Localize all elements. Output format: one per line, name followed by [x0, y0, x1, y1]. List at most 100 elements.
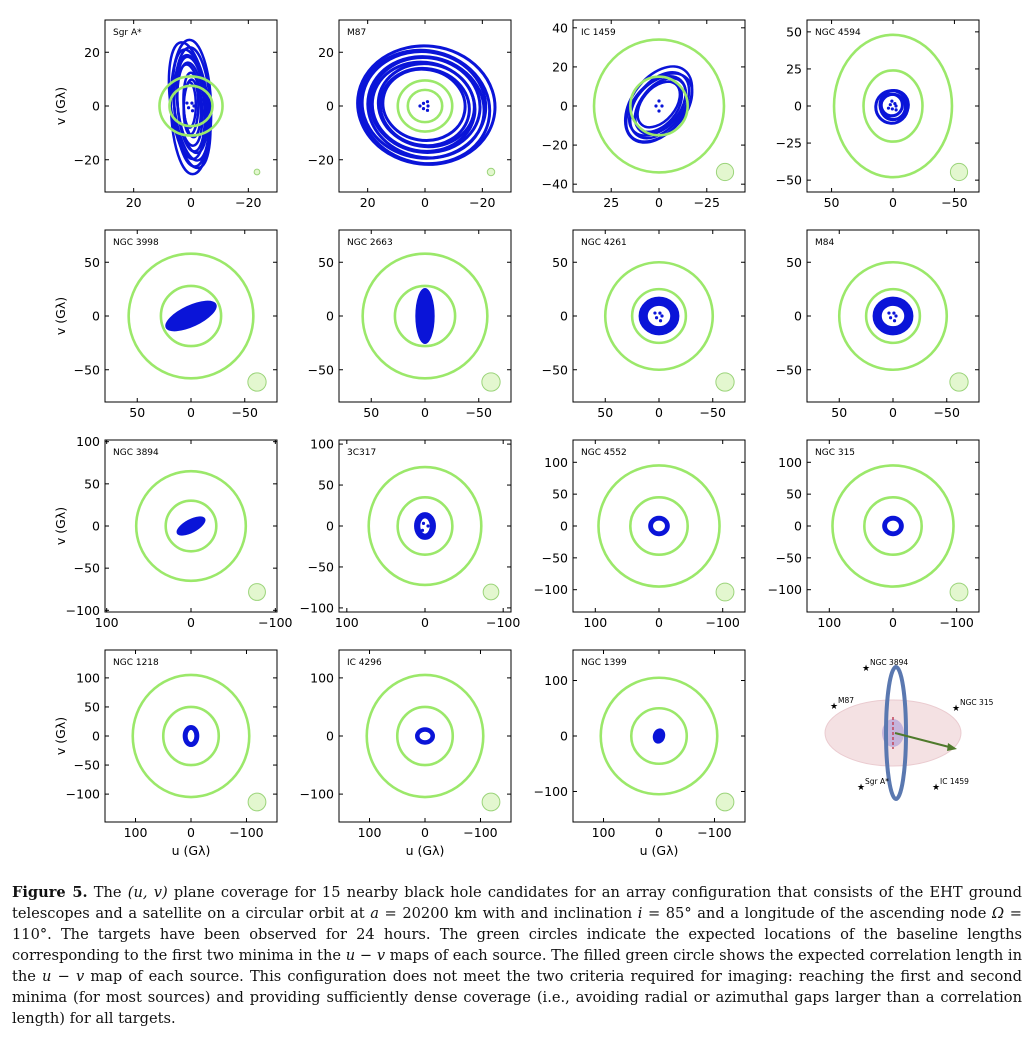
x-tick-label: 0: [655, 195, 663, 210]
uv-panel: 100 0 −100 100 0 −100 IC 4296 u (Gλ): [300, 649, 512, 858]
source-name: IC 1459: [581, 28, 616, 38]
uv-point: [190, 101, 194, 105]
source-star: ★: [830, 702, 838, 712]
y-axis-label: v (Gλ): [53, 507, 68, 545]
caption-text: maps of each source. The filled green ci…: [12, 947, 1023, 985]
x-tick-label: 25: [603, 195, 619, 210]
minimum-ring: [396, 496, 454, 556]
correlation-beam: [715, 792, 735, 812]
uv-point: [658, 311, 662, 315]
source-name: M87: [347, 28, 366, 38]
uv-point: [893, 102, 897, 106]
x-tick-label: −25: [694, 195, 720, 210]
caption-text: The: [87, 884, 128, 901]
uv-coverage-fill: [165, 300, 217, 332]
x-tick-label: 0: [889, 195, 897, 210]
y-tick-label: 0: [92, 519, 100, 534]
caption-math: u: [42, 968, 52, 985]
minimum-ring: [863, 496, 923, 556]
x-tick-label: −100: [706, 615, 740, 630]
uv-panel: 50 0 −50 50 0 −50 M84: [776, 229, 980, 420]
plot-area: [127, 252, 267, 392]
uv-point: [887, 311, 891, 315]
uv-point: [421, 521, 426, 526]
x-axis-label: u (Gλ): [406, 843, 445, 858]
minimum-ring: [597, 464, 721, 588]
uv-coverage-ring: [648, 515, 670, 537]
y-tick-label: −50: [74, 758, 100, 773]
source-star: ★: [857, 783, 865, 793]
caption-math: (u, v): [127, 884, 168, 901]
minimum-ring: [365, 673, 485, 799]
figure-caption: Figure 5. The (u, v) plane coverage for …: [12, 882, 1022, 1029]
y-tick-label: 0: [794, 309, 802, 324]
source-star: ★: [932, 783, 940, 793]
uv-point: [657, 109, 661, 113]
x-tick-label: −50: [466, 405, 492, 420]
caption-math: v: [376, 947, 386, 964]
plot-area: [356, 44, 497, 177]
x-tick-label: 20: [360, 195, 376, 210]
uv-point: [657, 99, 661, 103]
caption-math: u: [345, 947, 356, 964]
y-tick-label: 0: [326, 519, 334, 534]
y-tick-label: −50: [776, 550, 802, 565]
minimum-ring: [831, 464, 955, 588]
y-tick-label: 0: [92, 99, 100, 114]
uv-coverage-ring: [882, 515, 904, 537]
uv-point: [190, 109, 195, 113]
minimum-ring: [159, 284, 223, 348]
y-tick-label: −20: [308, 152, 334, 167]
y-axis-label: v (Gλ): [53, 297, 68, 335]
uv-coverage-ring: [415, 727, 435, 745]
y-axis-label: v (Gλ): [53, 87, 68, 125]
y-tick-label: 20: [552, 59, 568, 74]
minimum-ring: [361, 252, 489, 380]
plot-area: [131, 673, 267, 812]
x-tick-label: 0: [889, 615, 897, 630]
uv-point: [420, 528, 425, 532]
uv-track: [356, 44, 497, 166]
uv-panel: 50 0 −50 50 0 −50 NGC 3998 v (Gλ): [53, 229, 278, 420]
correlation-beam: [715, 582, 735, 602]
orbit-source-label: IC 1459: [940, 777, 969, 786]
x-tick-label: 0: [421, 825, 429, 840]
orbit-source-label: M87: [838, 696, 854, 705]
x-tick-label: 100: [95, 615, 119, 630]
y-tick-label: 50: [84, 699, 100, 714]
source-star: ★: [862, 664, 870, 674]
uv-panel: 50 0 −50 50 0 −50 NGC 4261: [542, 229, 746, 420]
x-tick-label: −100: [940, 615, 974, 630]
caption-text: map of each source. This configuration d…: [12, 968, 1022, 1027]
plot-area: [837, 260, 969, 392]
x-tick-label: 0: [655, 405, 663, 420]
y-tick-label: −100: [534, 582, 568, 597]
minimum-ring: [134, 469, 248, 583]
correlation-beam: [949, 162, 969, 182]
y-tick-label: 0: [560, 99, 568, 114]
uv-point: [654, 316, 659, 320]
x-tick-label: 50: [824, 195, 840, 210]
uv-point: [890, 99, 894, 103]
correlation-beam: [715, 162, 735, 182]
caption-math: a: [370, 905, 379, 922]
x-tick-label: 0: [889, 405, 897, 420]
x-tick-label: 0: [187, 825, 195, 840]
x-tick-label: −50: [941, 195, 967, 210]
y-tick-label: 0: [326, 729, 334, 744]
y-tick-label: 50: [786, 487, 802, 502]
x-tick-label: −50: [934, 405, 960, 420]
y-tick-label: 20: [84, 45, 100, 60]
y-tick-label: 0: [326, 99, 334, 114]
x-tick-label: 50: [129, 405, 145, 420]
x-axis-label: u (Gλ): [640, 843, 679, 858]
caption-math: v: [75, 968, 85, 985]
y-tick-label: 0: [560, 519, 568, 534]
uv-point: [892, 311, 896, 315]
uv-point: [426, 104, 430, 108]
source-name: IC 4296: [347, 658, 382, 668]
correlation-beam: [482, 583, 500, 601]
minimum-ring: [161, 705, 221, 767]
